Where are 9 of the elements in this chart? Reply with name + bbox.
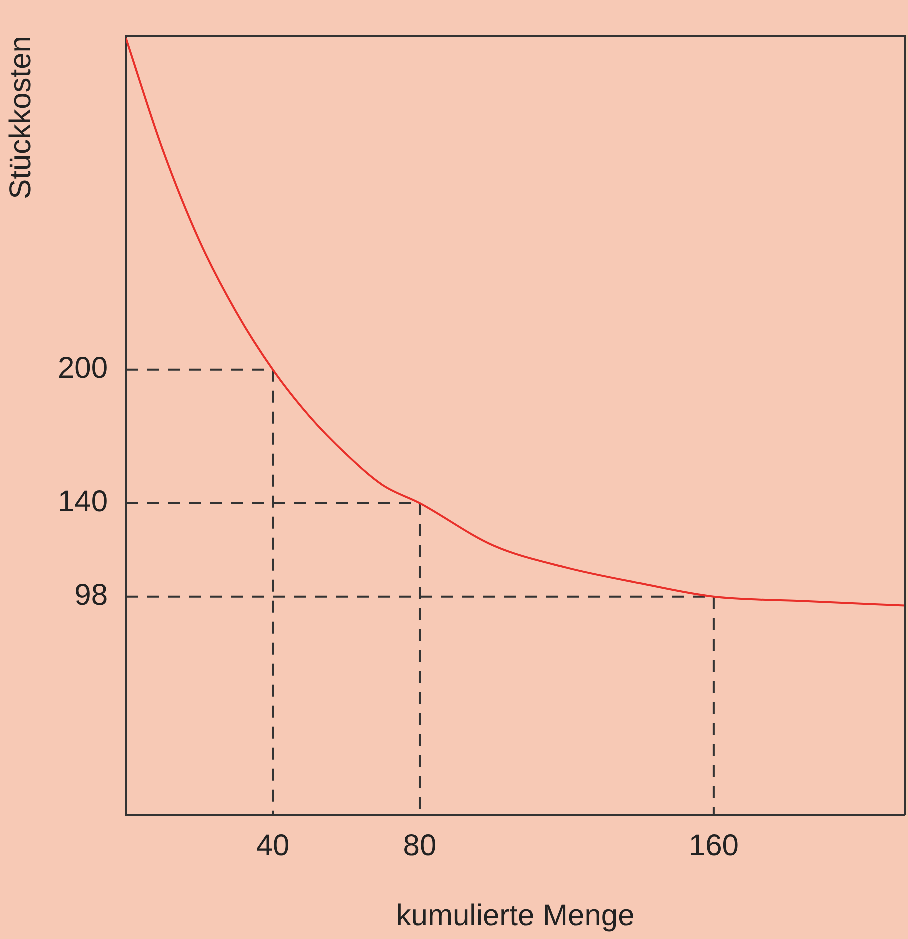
x-tick-label: 80	[403, 829, 437, 862]
y-axis-title: Stückkosten	[4, 36, 38, 200]
x-tick-label: 40	[256, 829, 290, 862]
y-tick-label: 140	[58, 486, 108, 519]
y-tick-label: 98	[74, 579, 108, 612]
x-tick-label: 160	[688, 829, 739, 862]
line-series	[126, 37, 905, 607]
x-axis-title: kumulierte Menge	[396, 899, 635, 932]
y-tick-label: 200	[58, 352, 108, 386]
